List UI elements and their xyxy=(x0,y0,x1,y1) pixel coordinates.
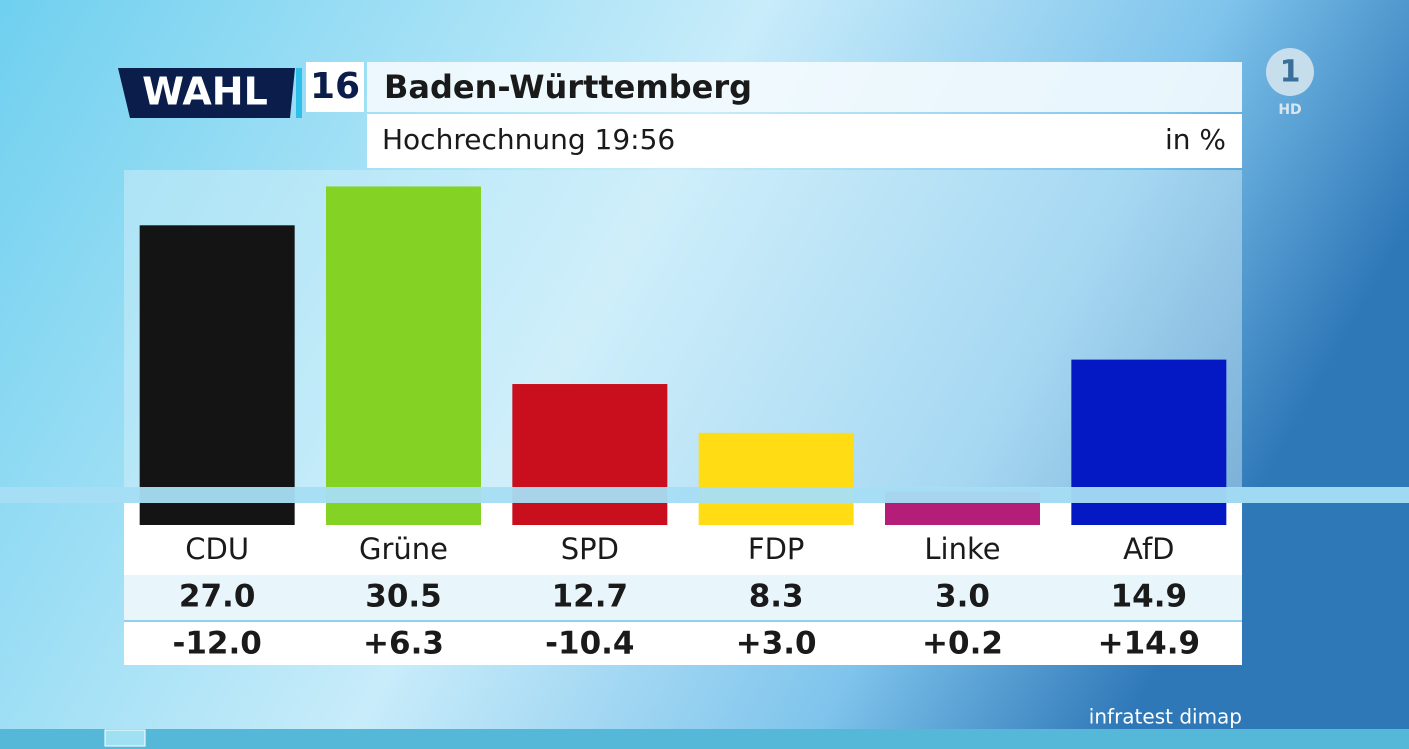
source: infratest dimap xyxy=(1089,705,1242,729)
change-label: +0.2 xyxy=(922,626,1003,662)
value-label: 3.0 xyxy=(935,579,990,615)
channel-badge: HD xyxy=(1278,102,1301,118)
value-label: 12.7 xyxy=(552,579,629,615)
change-label: -10.4 xyxy=(545,626,634,662)
change-label: -12.0 xyxy=(172,626,261,662)
bar xyxy=(698,432,854,525)
category-label: Linke xyxy=(924,532,1000,566)
brand: WAHL xyxy=(142,70,268,114)
brand-accent xyxy=(296,68,302,118)
change-label: +14.9 xyxy=(1098,626,1200,662)
player-control[interactable] xyxy=(104,729,146,747)
bar xyxy=(512,384,668,525)
channel-logo xyxy=(1266,48,1314,96)
title-box xyxy=(367,62,1242,112)
category-label: Grüne xyxy=(359,532,448,566)
value-label: 14.9 xyxy=(1111,579,1188,615)
value-label: 30.5 xyxy=(365,579,442,615)
category-label: AfD xyxy=(1123,532,1174,566)
change-label: +6.3 xyxy=(363,626,444,662)
category-label: FDP xyxy=(748,532,805,566)
unit-label: in % xyxy=(1165,123,1226,156)
player-bar xyxy=(0,729,1409,749)
subtitle-box xyxy=(367,114,1242,168)
value-label: 27.0 xyxy=(179,579,256,615)
value-label: 8.3 xyxy=(749,579,804,615)
change-label: +3.0 xyxy=(736,626,817,662)
channel-number: 1 xyxy=(1280,55,1301,90)
bar xyxy=(139,225,295,526)
category-label: SPD xyxy=(561,532,619,566)
plot-panel xyxy=(124,170,1242,488)
category-label: CDU xyxy=(185,532,249,566)
number-box xyxy=(306,62,364,112)
chart-subtitle: Hochrechnung 19:56 xyxy=(382,123,675,156)
baseline-band xyxy=(0,487,1409,503)
chart-title: Baden-Württemberg xyxy=(384,68,752,106)
value-row xyxy=(124,575,1242,620)
brand-number: 16 xyxy=(310,66,360,107)
brand-box xyxy=(118,68,295,118)
bar xyxy=(326,186,481,525)
